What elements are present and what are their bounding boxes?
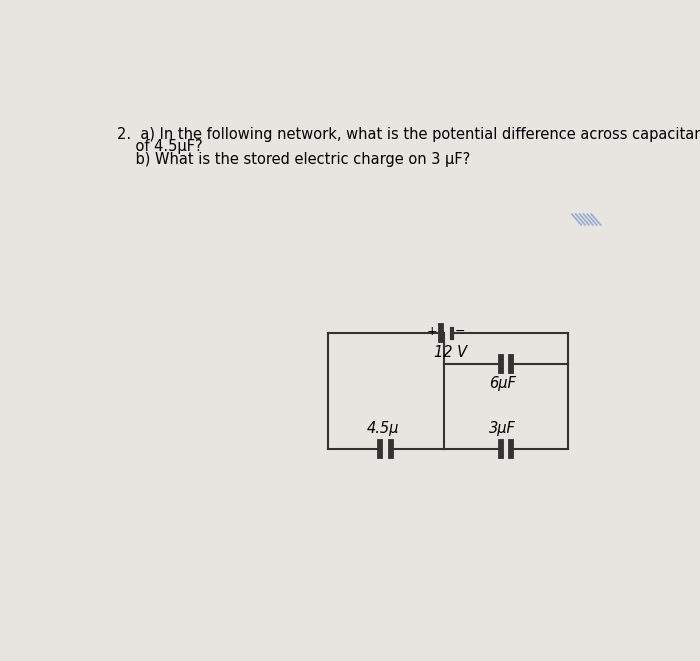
Text: 2.  a) In the following network, what is the potential difference across capacit: 2. a) In the following network, what is … bbox=[117, 127, 700, 142]
Text: b) What is the stored electric charge on 3 μF?: b) What is the stored electric charge on… bbox=[117, 152, 470, 167]
Text: 12 V: 12 V bbox=[433, 345, 467, 360]
Text: 4.5μ: 4.5μ bbox=[367, 421, 399, 436]
Text: 3μF: 3μF bbox=[489, 421, 517, 436]
Text: of 4.5μF?: of 4.5μF? bbox=[117, 139, 202, 155]
Text: +: + bbox=[426, 325, 437, 338]
Text: −: − bbox=[454, 325, 465, 338]
Text: 6μF: 6μF bbox=[489, 375, 517, 391]
